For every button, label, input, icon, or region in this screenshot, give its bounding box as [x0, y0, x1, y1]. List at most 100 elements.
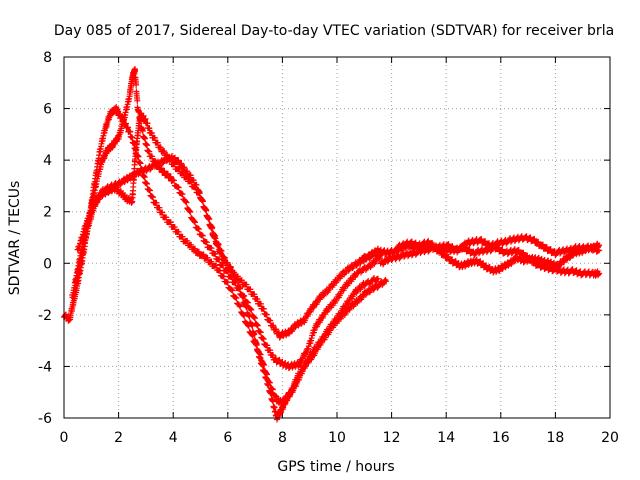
data-point [144, 180, 151, 187]
data-point [170, 177, 177, 184]
x-tick-label: 18 [546, 430, 564, 446]
data-point [192, 245, 199, 252]
data-point [203, 239, 210, 246]
data-point [212, 235, 219, 242]
data-point [183, 199, 190, 206]
data-point [268, 390, 275, 397]
chart-title: Day 085 of 2017, Sidereal Day-to-day VTE… [54, 23, 614, 39]
x-tick-label: 0 [60, 430, 69, 446]
data-point [139, 127, 146, 134]
data-point [243, 304, 250, 311]
data-point [482, 238, 489, 245]
x-tick-label: 10 [328, 430, 346, 446]
data-point [247, 286, 254, 293]
x-tick-label: 16 [492, 430, 510, 446]
data-point [187, 208, 194, 215]
data-point [449, 243, 456, 250]
data-point [196, 188, 203, 195]
data-point [205, 216, 212, 223]
x-tick-label: 14 [437, 430, 455, 446]
data-point [445, 253, 452, 260]
data-point [237, 303, 244, 310]
data-point [261, 369, 268, 376]
data-point [237, 285, 244, 292]
data-point [195, 226, 202, 233]
series-4 [74, 153, 390, 423]
data-point [149, 194, 156, 201]
y-tick-label: 0 [43, 256, 52, 272]
data-point [445, 241, 452, 248]
data-point [218, 250, 225, 257]
data-point [254, 322, 261, 329]
x-tick-label: 20 [601, 430, 619, 446]
data-point [208, 258, 215, 265]
data-point [229, 287, 236, 294]
data-point [596, 242, 603, 249]
data-point [188, 241, 195, 248]
data-point [243, 281, 250, 288]
x-tick-label: 12 [383, 430, 401, 446]
data-point [144, 142, 151, 149]
data-point [259, 361, 266, 368]
data-point [257, 355, 264, 362]
data-point [547, 246, 554, 253]
data-point [251, 291, 258, 298]
data-point [142, 135, 149, 142]
y-tick-label: -6 [38, 411, 52, 427]
data-point [184, 237, 191, 244]
y-axis-label: SDTVAR / TECUs [7, 181, 23, 296]
data-marks [61, 65, 603, 423]
data-point [132, 67, 139, 74]
series-6 [377, 233, 603, 268]
x-tick-label: 8 [278, 430, 287, 446]
data-point [208, 225, 215, 232]
x-axis-label: GPS time / hours [277, 459, 394, 475]
data-point [233, 295, 240, 302]
data-point [202, 206, 209, 213]
data-point [265, 382, 272, 389]
data-point [163, 214, 170, 221]
data-point [199, 232, 206, 239]
data-point [251, 315, 258, 322]
data-point [191, 218, 198, 225]
data-point [543, 243, 550, 250]
data-point [257, 329, 264, 336]
data-point [539, 241, 546, 248]
data-point [208, 245, 215, 252]
data-point [200, 198, 207, 205]
data-point [204, 254, 211, 261]
data-point [535, 238, 542, 245]
data-point [441, 250, 448, 257]
data-point [260, 336, 267, 343]
data-point [249, 323, 256, 330]
data-point [212, 250, 219, 257]
y-tick-label: -4 [38, 359, 52, 375]
data-point [251, 331, 258, 338]
data-point [240, 294, 247, 301]
data-point [137, 118, 144, 125]
data-point [134, 97, 141, 104]
data-point [437, 247, 444, 254]
data-point [175, 228, 182, 235]
series-7 [394, 237, 603, 276]
data-point [175, 184, 182, 191]
data-point [186, 208, 193, 215]
data-point [383, 278, 390, 285]
x-tick-label: 2 [114, 430, 123, 446]
plot-frame [63, 56, 611, 419]
data-point [499, 246, 506, 253]
data-point [195, 248, 202, 255]
data-point [466, 246, 473, 253]
data-point [146, 187, 153, 194]
data-point [478, 236, 485, 243]
data-point [137, 160, 144, 167]
data-point [179, 233, 186, 240]
axes: 0 2 4 6 8 10 12 14 16 18 20 -6 -4 -2 0 2 4 6 8 [38, 50, 619, 446]
data-point [429, 240, 436, 247]
data-point [167, 219, 174, 226]
data-point [182, 198, 189, 205]
data-point [141, 174, 148, 181]
data-point [253, 340, 260, 347]
data-point [531, 235, 538, 242]
